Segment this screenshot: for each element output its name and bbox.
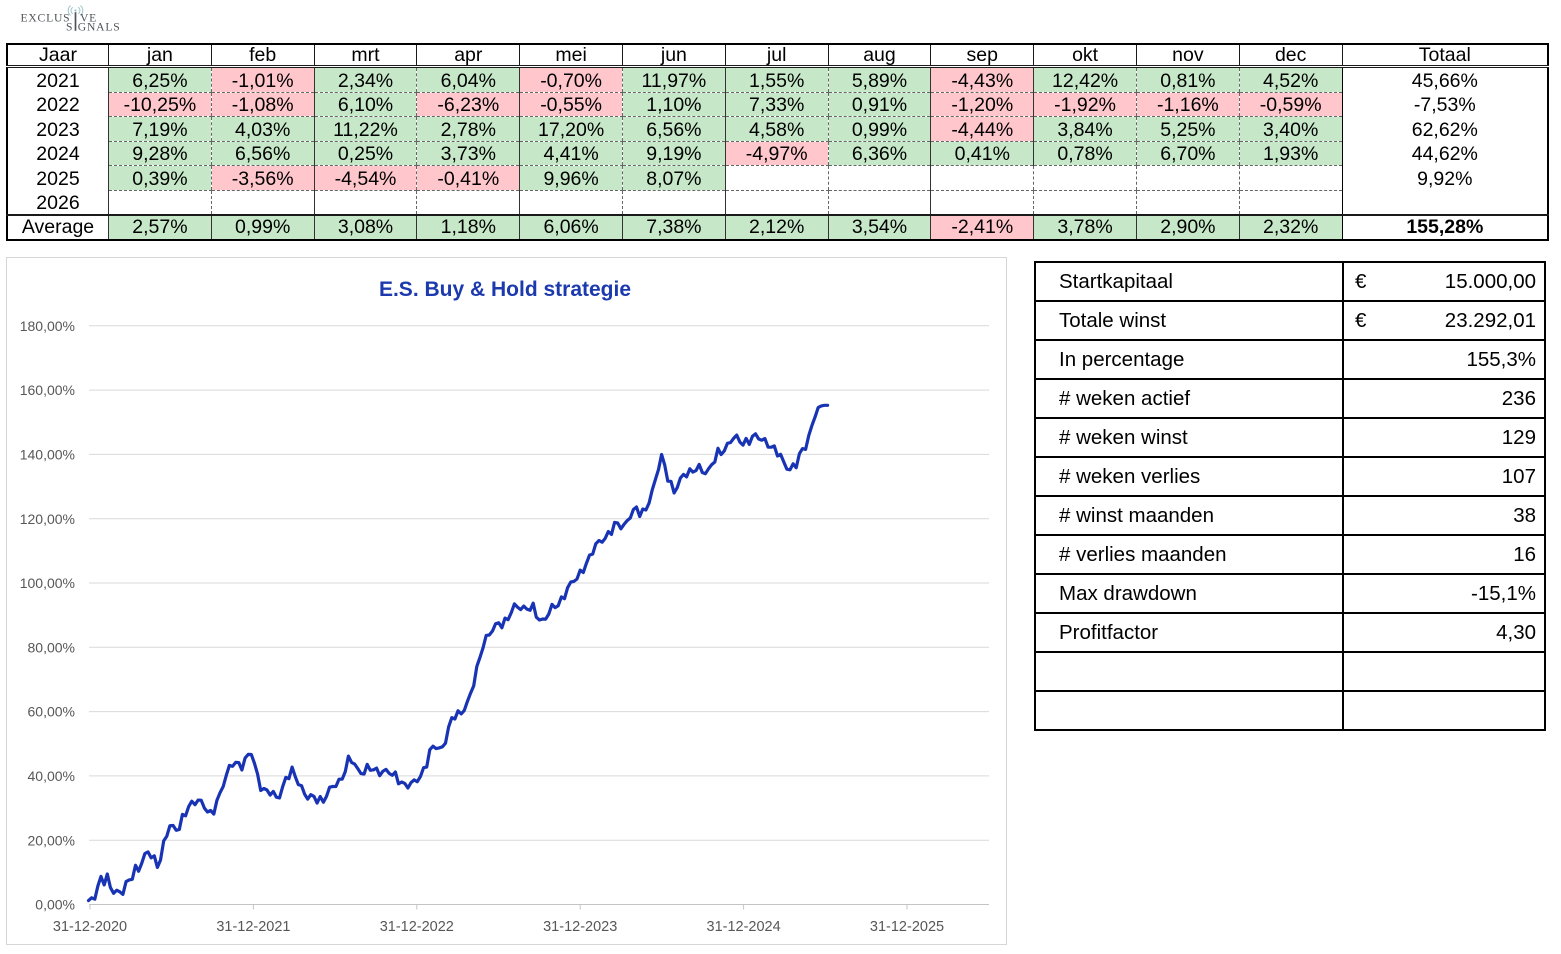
svg-text:VE: VE	[80, 11, 97, 24]
svg-text:40,00%: 40,00%	[28, 768, 75, 784]
svg-text:160,00%: 160,00%	[20, 382, 75, 398]
svg-text:GNALS: GNALS	[78, 21, 121, 34]
svg-text:31-12-2022: 31-12-2022	[380, 919, 454, 935]
svg-text:20,00%: 20,00%	[28, 832, 75, 848]
svg-text:31-12-2023: 31-12-2023	[543, 919, 617, 935]
svg-text:31-12-2020: 31-12-2020	[53, 919, 127, 935]
svg-text:31-12-2025: 31-12-2025	[870, 919, 944, 935]
svg-text:120,00%: 120,00%	[20, 511, 75, 527]
svg-text:31-12-2024: 31-12-2024	[707, 919, 781, 935]
svg-text:180,00%: 180,00%	[20, 318, 75, 334]
svg-text:E.S. Buy & Hold strategie: E.S. Buy & Hold strategie	[379, 278, 631, 301]
svg-text:EXCLUS: EXCLUS	[21, 11, 71, 24]
svg-text:80,00%: 80,00%	[28, 639, 75, 655]
svg-text:140,00%: 140,00%	[20, 447, 75, 463]
svg-text:S: S	[66, 21, 73, 34]
svg-text:31-12-2021: 31-12-2021	[216, 919, 290, 935]
svg-text:60,00%: 60,00%	[28, 704, 75, 720]
svg-text:100,00%: 100,00%	[20, 575, 75, 591]
svg-text:0,00%: 0,00%	[35, 897, 75, 913]
